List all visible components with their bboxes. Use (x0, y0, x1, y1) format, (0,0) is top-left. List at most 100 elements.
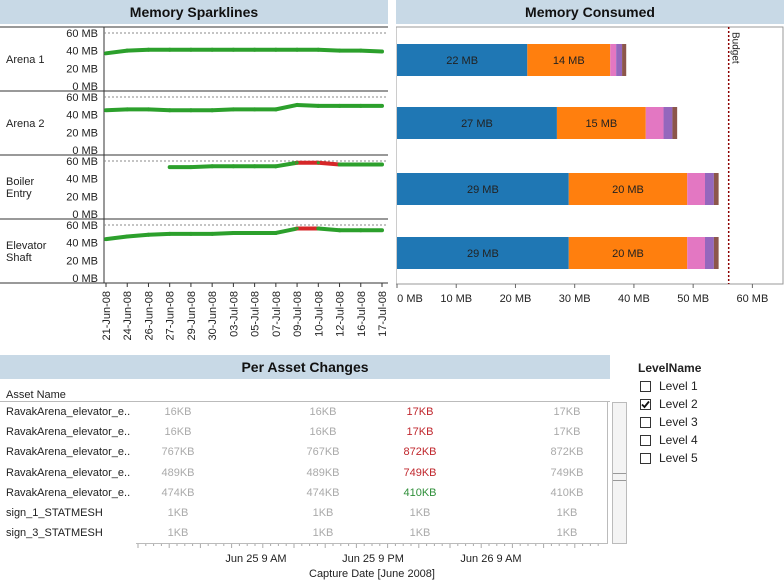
asset-size-value: 17KB (553, 406, 581, 418)
asset-size-value: 1KB (167, 527, 189, 540)
asset-name: RavakArena_elevator_e.. (6, 486, 131, 499)
asset-name: RavakArena_elevator_e.. (6, 446, 131, 459)
asset-size-value: 16KB (164, 426, 192, 439)
date-tick-label: 07-Jul-08 (271, 291, 283, 337)
sparkline-point (359, 162, 363, 167)
consumed-x-tick-label: 10 MB (440, 293, 472, 305)
sparkline-y-tick: 40 MB (66, 46, 98, 58)
changes-row[interactable]: RavakArena_elevator_e.. 16KB 16KB 17KB 17KB (0, 423, 610, 443)
legend-item-label: Level 5 (659, 451, 698, 465)
sparkline-point (146, 233, 151, 237)
scrollbar-thumb[interactable] (613, 473, 626, 481)
asset-name: RavakArena_elevator_e.. (6, 406, 131, 418)
consumed-bar-segment (397, 237, 569, 269)
changes-row[interactable]: sign_3_STATMESH 1KB 1KB 1KB 1KB (0, 524, 610, 544)
sparkline-y-tick: 20 MB (66, 255, 98, 267)
changes-row[interactable]: RavakArena_elevator_e.. 16KB 16KB 17KB 17KB (0, 403, 610, 423)
date-tick-label: 09-Jul-08 (292, 291, 304, 337)
sparkline-point (189, 232, 193, 236)
sparkline-point (125, 49, 129, 53)
sparkline-line-segment (125, 47, 151, 53)
sparkline-point (295, 103, 299, 107)
consumed-x-tick-label: 0 MB (397, 293, 423, 305)
date-tick-label: 24-Jun-08 (122, 291, 134, 341)
consumed-bar-segment (672, 107, 678, 139)
consumed-bar-segment (568, 173, 688, 205)
legend-item[interactable]: Level 2 (638, 396, 768, 412)
sparkline-point (295, 48, 299, 52)
sparkline-point (380, 228, 384, 232)
sparkline-point (168, 108, 172, 112)
sparkline-line-segment (125, 232, 151, 239)
legend-title: LevelName (638, 361, 702, 375)
sparkline-y-tick: 40 MB (66, 238, 98, 250)
sparkline-point (337, 104, 342, 108)
checkbox-unchecked[interactable] (640, 417, 651, 428)
asset-size-value: 410KB (550, 486, 584, 499)
consumed-bar-segment (397, 107, 557, 139)
asset-size-value: 474KB (306, 486, 340, 499)
sparkline-point (380, 104, 384, 108)
sparkline-point (231, 231, 235, 235)
sparkline-point (210, 232, 214, 236)
sparkline-point (231, 107, 235, 111)
sparkline-point (168, 232, 172, 236)
legend-item[interactable]: Level 3 (638, 414, 768, 430)
asset-size-value: 872KB (550, 446, 584, 459)
asset-size-value: 410KB (403, 486, 437, 499)
changes-row[interactable]: RavakArena_elevator_e.. 474KB 474KB 410KB 41… (0, 484, 610, 504)
checkbox-unchecked[interactable] (640, 435, 651, 446)
sparkline-point (359, 228, 363, 232)
date-tick-label: 26-Jun-08 (143, 291, 155, 341)
asset-size-value: 1KB (312, 527, 334, 540)
checkbox-checked[interactable] (640, 399, 651, 410)
sparkline-line-segment (273, 160, 300, 169)
changes-row[interactable]: sign_1_STATMESH 1KB 1KB 1KB 1KB (0, 504, 610, 524)
check-icon (641, 400, 650, 409)
consumed-bar-segment (397, 44, 528, 76)
date-tick-label: 10-Jul-08 (313, 291, 325, 337)
sparkline-point (231, 164, 235, 168)
asset-size-value: 16KB (309, 426, 337, 439)
checkbox-unchecked[interactable] (640, 453, 651, 464)
changes-row[interactable]: RavakArena_elevator_e.. 767KB 767KB 872KB 87… (0, 443, 610, 463)
sparkline-line-segment (104, 234, 130, 242)
sparkline-point (253, 231, 257, 235)
changes-row[interactable]: RavakArena_elevator_e.. 489KB 489KB 749KB 74… (0, 464, 610, 484)
asset-name: sign_1_STATMESH (6, 507, 103, 519)
sparkline-point (337, 49, 342, 53)
checkbox-unchecked[interactable] (640, 381, 651, 392)
budget-label: Budget (730, 32, 741, 64)
legend-item-label: Level 4 (659, 433, 698, 447)
consumed-x-tick-label: 60 MB (736, 293, 768, 305)
sparkline-line-segment (316, 226, 342, 233)
legend-item[interactable]: Level 5 (638, 450, 768, 466)
consumed-data-label: 20 MB (612, 248, 644, 260)
consumed-bar-segment (687, 237, 705, 269)
sparkline-point (253, 107, 257, 111)
consumed-x-tick-label: 20 MB (500, 293, 532, 305)
asset-size-value: 17KB (406, 406, 434, 418)
sparkline-point (316, 48, 320, 52)
sparkline-point (104, 237, 108, 241)
sparkline-point (104, 108, 108, 112)
date-tick-label: 03-Jul-08 (228, 291, 240, 337)
sparkline-point (189, 48, 193, 52)
consumed-bar-segment (713, 237, 719, 269)
consumed-data-label: 22 MB (446, 55, 478, 67)
legend-item[interactable]: Level 4 (638, 432, 768, 448)
sparkline-row-label: Boiler (6, 176, 34, 188)
sparkline-y-tick: 40 MB (66, 110, 98, 122)
consumed-x-tick-label: 40 MB (618, 293, 650, 305)
consumed-x-tick-label: 30 MB (559, 293, 591, 305)
consumed-bar-segment (705, 237, 714, 269)
sparkline-y-tick: 60 MB (66, 220, 98, 232)
date-tick-label: 21-Jun-08 (101, 291, 113, 341)
sparkline-line-segment (295, 102, 321, 108)
changes-scrollbar[interactable] (612, 402, 627, 544)
sparkline-y-tick: 20 MB (66, 127, 98, 139)
date-tick-label: 17-Jul-08 (377, 291, 389, 337)
legend-item[interactable]: Level 1 (638, 378, 768, 394)
consumed-chart: 22 MB 14 MB 27 MB 15 MB 29 MB 20 MB 29 MB 20 MB… (396, 26, 784, 305)
sparkline-point (274, 48, 278, 52)
